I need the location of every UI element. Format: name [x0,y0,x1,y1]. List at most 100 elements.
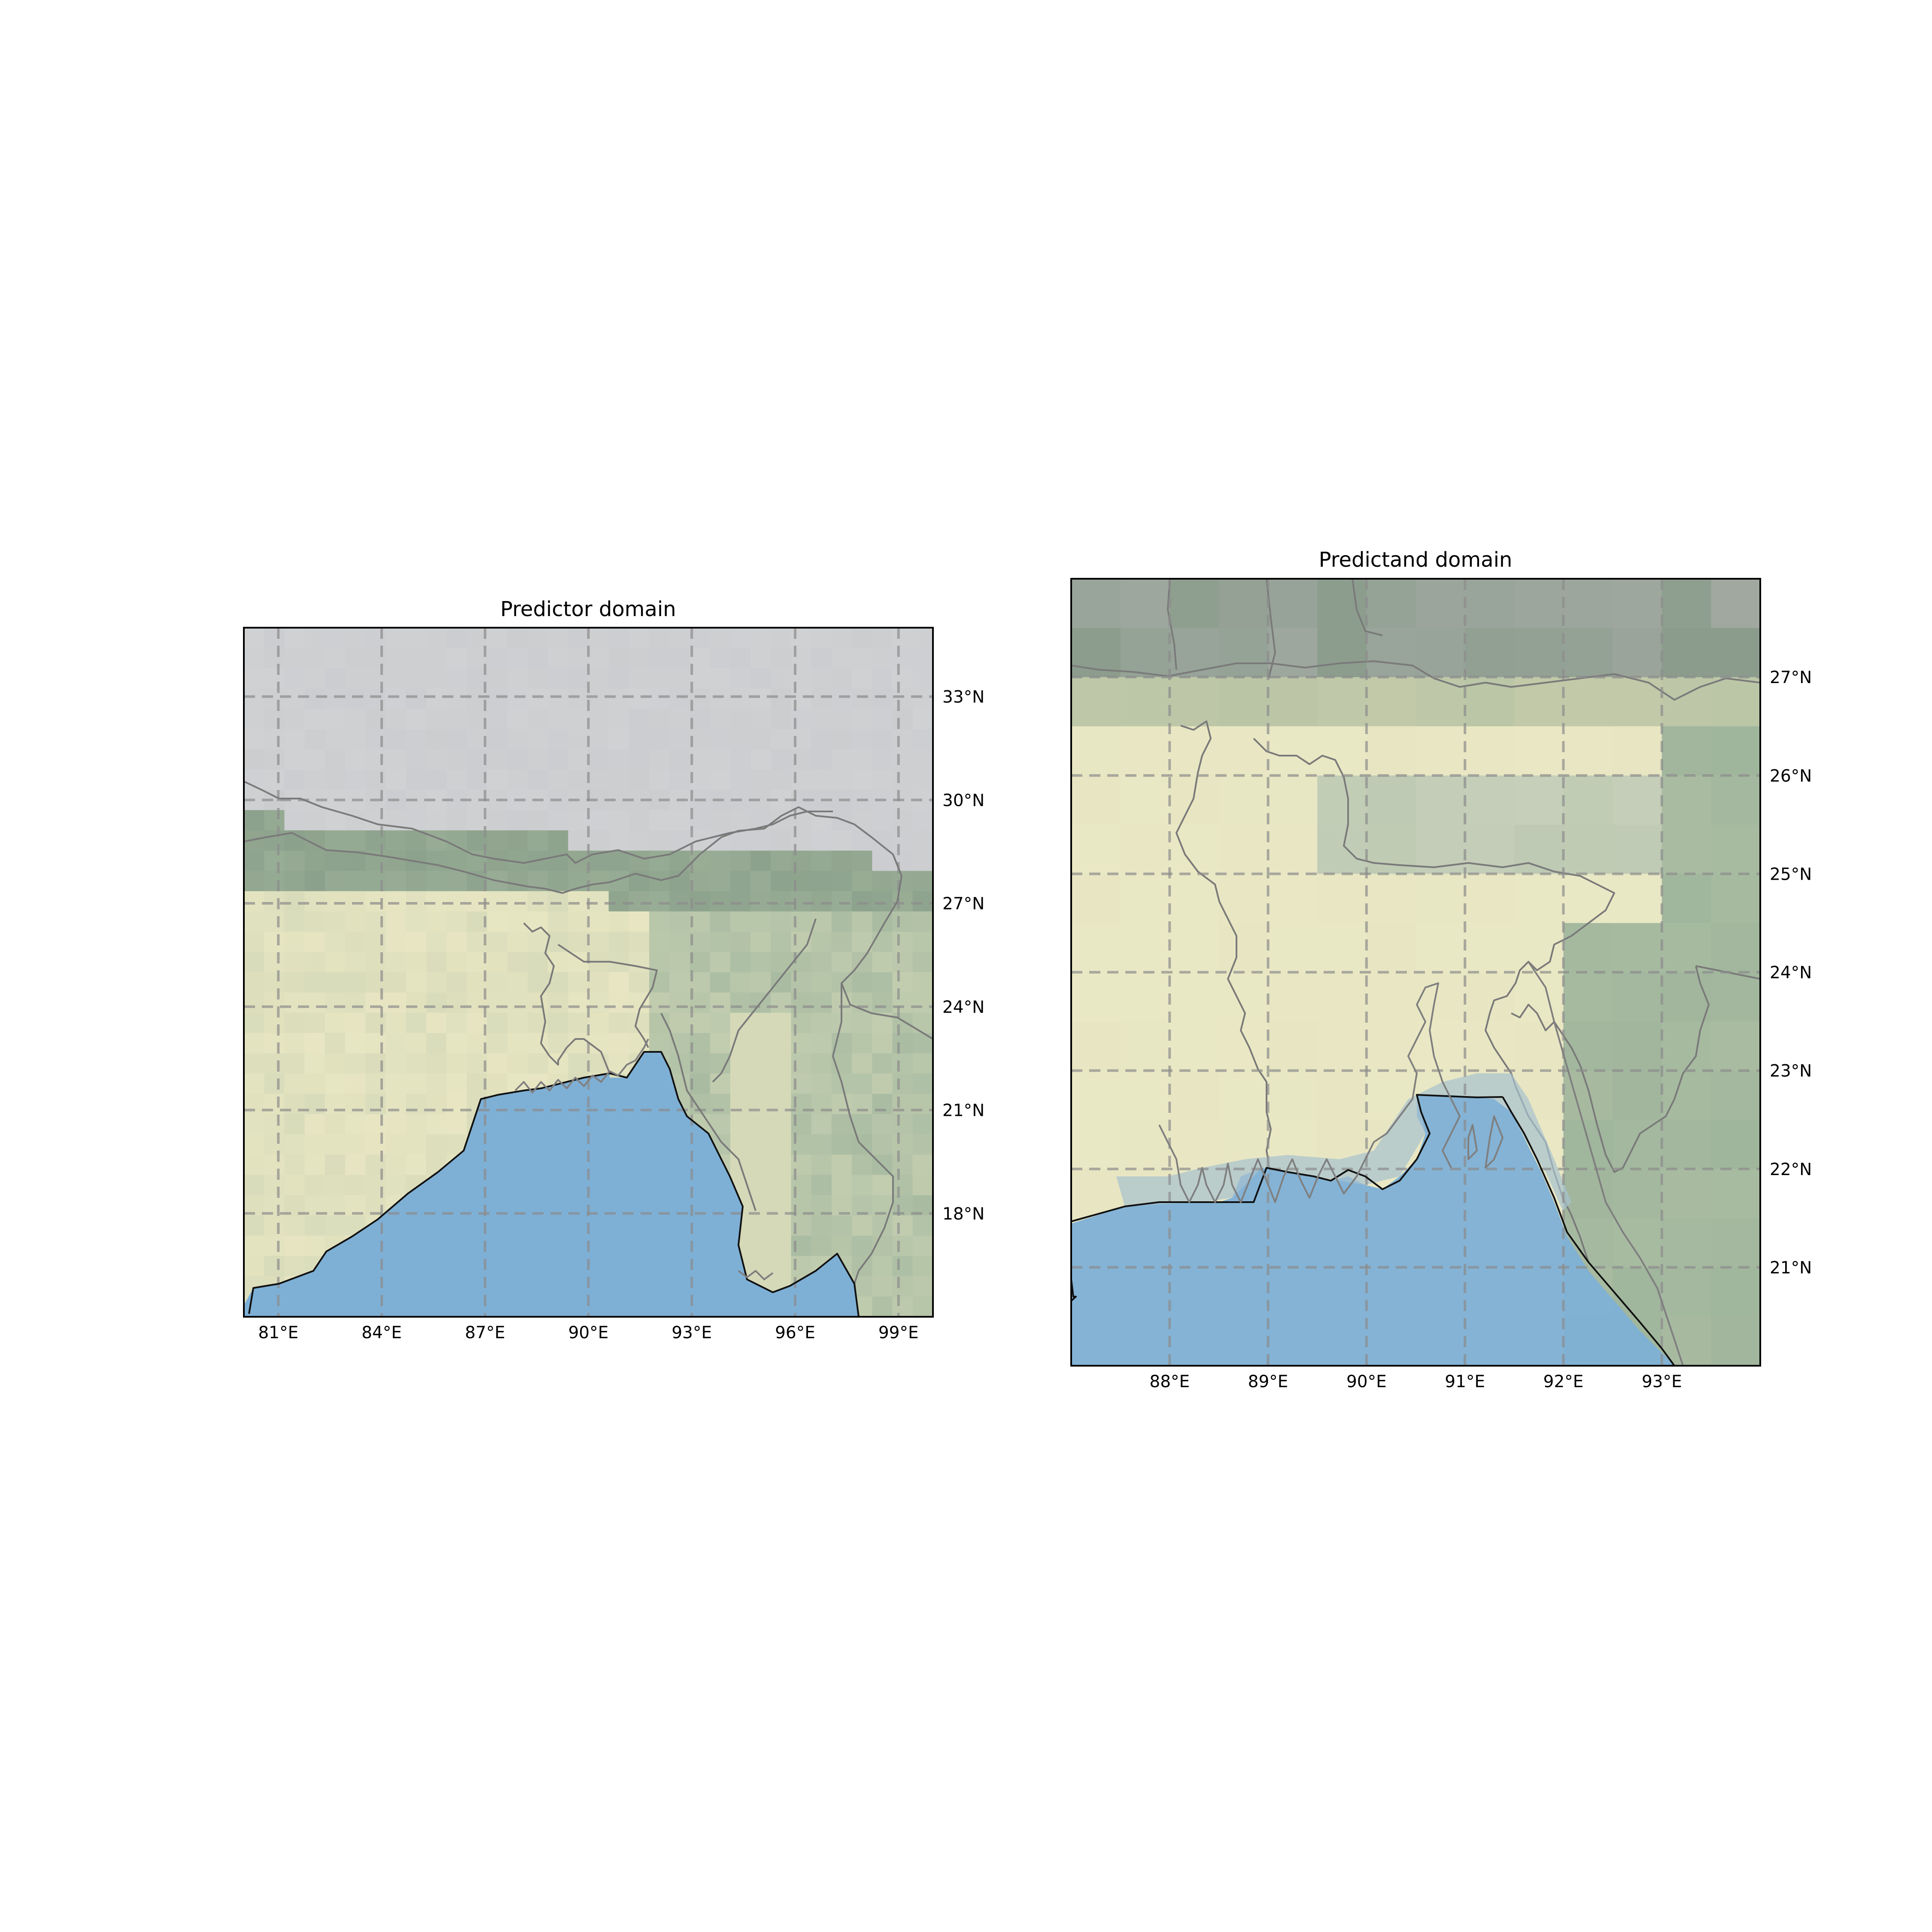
terrain-cell [244,1012,265,1034]
terrain-cell [406,1094,427,1115]
terrain-cell [447,1053,468,1074]
terrain-cell [1662,923,1712,973]
terrain-cell [406,871,427,892]
terrain-cell [386,688,407,709]
terrain-cell [447,749,468,770]
terrain-cell [649,992,670,1013]
terrain-cell [244,688,265,709]
terrain-cell [386,851,407,872]
terrain-cell [1170,1021,1219,1071]
terrain-cell [345,1154,366,1176]
terrain-cell [811,992,832,1013]
terrain-cell [1317,923,1367,973]
terrain-cell [892,1053,913,1074]
terrain-cell [527,688,549,709]
terrain-cell [345,668,366,689]
terrain-cell [1366,972,1416,1022]
terrain-cell [710,851,731,872]
terrain-cell [386,871,407,892]
terrain-cell [588,810,609,831]
terrain-cell [325,668,346,689]
terrain-cell [1317,775,1367,825]
terrain-cell [1514,628,1564,678]
terrain-cell [345,1073,366,1094]
terrain-cell [892,932,913,953]
terrain-cell [1563,824,1613,875]
terrain-cell [386,1094,407,1115]
terrain-cell [912,1276,933,1297]
terrain-cell [507,972,528,993]
terrain-cell [284,769,305,790]
terrain-cell [872,851,893,872]
terrain-cell [1317,579,1367,629]
terrain-cell [1711,628,1760,678]
terrain-cell [872,932,893,953]
terrain-cell [608,932,629,953]
terrain-cell [568,708,589,730]
terrain-cell [1662,628,1712,678]
terrain-cell [912,1256,933,1277]
terrain-cell [426,1053,447,1074]
terrain-cell [304,668,325,689]
terrain-cell [811,810,832,831]
terrain-cell [345,871,366,892]
terrain-cell [548,992,569,1013]
terrain-cell [365,1073,386,1094]
terrain-cell [447,688,468,709]
terrain-cell [345,708,366,730]
terrain-cell [831,1154,853,1176]
terrain-cell [365,992,386,1013]
terrain-cell [406,1053,427,1074]
predictor-map-area [244,628,933,1317]
terrain-cell [1711,824,1760,875]
terrain-cell [244,648,265,669]
terrain-cell [1071,874,1121,923]
terrain-cell [1662,972,1712,1022]
terrain-cell [244,1215,265,1236]
terrain-cell [244,891,265,912]
terrain-cell [386,830,407,851]
terrain-cell [386,1073,407,1094]
terrain-cell [1218,775,1269,825]
terrain-cell [690,911,711,933]
terrain-cell [507,1053,528,1074]
terrain-cell [1711,923,1760,973]
terrain-cell [264,851,285,872]
terrain-cell [447,1073,468,1094]
terrain-cell [548,648,569,669]
terrain-cell [244,992,265,1013]
terrain-cell [831,1215,853,1236]
terrain-cell [386,1154,407,1176]
terrain-cell [568,769,589,790]
terrain-cell [710,891,731,912]
terrain-cell [1613,923,1662,973]
terrain-cell [912,932,933,953]
terrain-cell [690,810,711,831]
terrain-cell [568,911,589,933]
terrain-cell [386,1033,407,1054]
terrain-cell [588,769,609,790]
terrain-cell [1711,775,1760,825]
terrain-cell [669,708,690,730]
terrain-cell [1366,677,1416,727]
terrain-cell [771,749,792,770]
terrain-cell [730,911,751,933]
terrain-cell [710,932,731,953]
terrain-cell [264,972,285,993]
terrain-cell [264,1236,285,1257]
terrain-cell [304,1236,325,1257]
terrain-cell [750,1236,772,1257]
terrain-cell [629,911,650,933]
terrain-cell [548,628,569,649]
terrain-cell [345,972,366,993]
terrain-cell [912,992,933,1013]
terrain-cell [1268,1021,1318,1071]
terrain-cell [669,932,690,953]
terrain-cell [507,810,528,831]
terrain-cell [406,911,427,933]
terrain-cell [690,769,711,790]
terrain-cell [1366,824,1416,875]
terrain-cell [447,729,468,750]
terrain-cell [284,1256,305,1277]
terrain-cell [507,830,528,851]
